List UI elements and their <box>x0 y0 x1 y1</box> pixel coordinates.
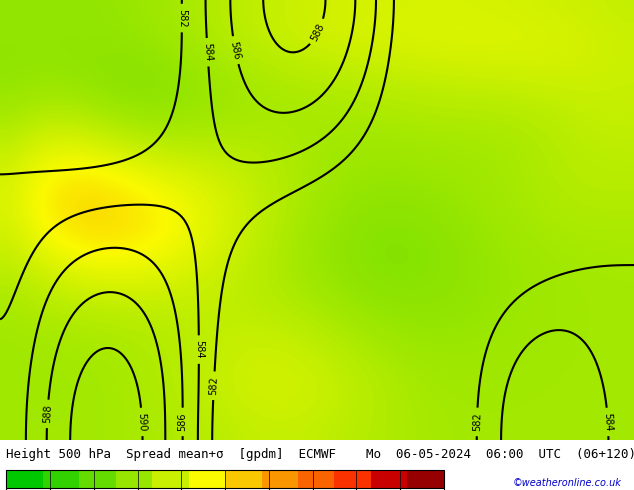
Bar <box>79 470 116 488</box>
Text: ©weatheronline.co.uk: ©weatheronline.co.uk <box>512 477 621 488</box>
Bar <box>6 470 43 488</box>
Bar <box>189 470 225 488</box>
Text: 588: 588 <box>309 22 327 43</box>
Bar <box>43 470 79 488</box>
Bar <box>334 470 371 488</box>
Bar <box>152 470 189 488</box>
Text: 584: 584 <box>602 413 614 432</box>
Text: 582: 582 <box>177 9 187 27</box>
Bar <box>261 470 298 488</box>
Text: Height 500 hPa  Spread mean+σ  [gpdm]  ECMWF    Mo  06-05-2024  06:00  UTC  (06+: Height 500 hPa Spread mean+σ [gpdm] ECMW… <box>6 447 634 461</box>
Text: 584: 584 <box>202 43 213 62</box>
Text: 590: 590 <box>136 413 148 431</box>
Text: 584: 584 <box>194 341 204 359</box>
Bar <box>225 470 261 488</box>
Text: 586: 586 <box>229 40 242 60</box>
Text: 582: 582 <box>209 376 219 395</box>
Text: 588: 588 <box>42 404 53 423</box>
Bar <box>407 470 444 488</box>
Text: 586: 586 <box>178 413 188 431</box>
Bar <box>115 470 152 488</box>
Text: 582: 582 <box>472 413 482 431</box>
Bar <box>298 470 334 488</box>
Bar <box>371 470 408 488</box>
